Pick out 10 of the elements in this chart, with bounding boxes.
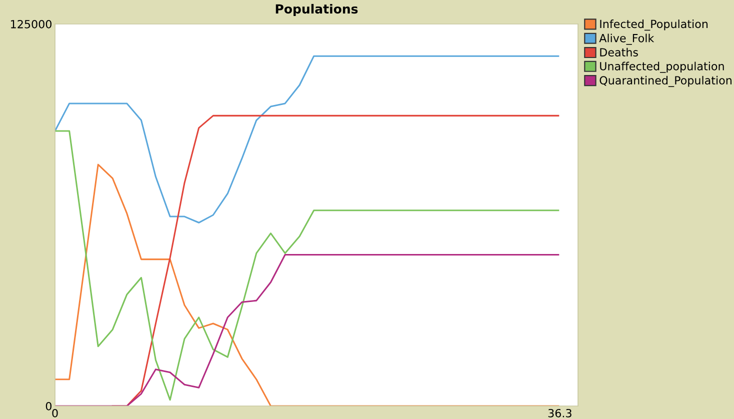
line-series	[55, 55, 560, 224]
legend-label: Infected_Population	[600, 20, 708, 31]
y-tick-label: 125000	[11, 20, 52, 28]
legend-label: Unaffected_population	[600, 62, 724, 73]
line-series	[55, 254, 560, 406]
chart-title: Populations	[276, 4, 358, 16]
x-tick-label: 36.3	[548, 408, 572, 418]
legend-label: Deaths	[600, 48, 638, 56]
legend-label: Quarantined_Population	[600, 76, 732, 87]
legend-label: Alive_Folk	[599, 34, 654, 45]
